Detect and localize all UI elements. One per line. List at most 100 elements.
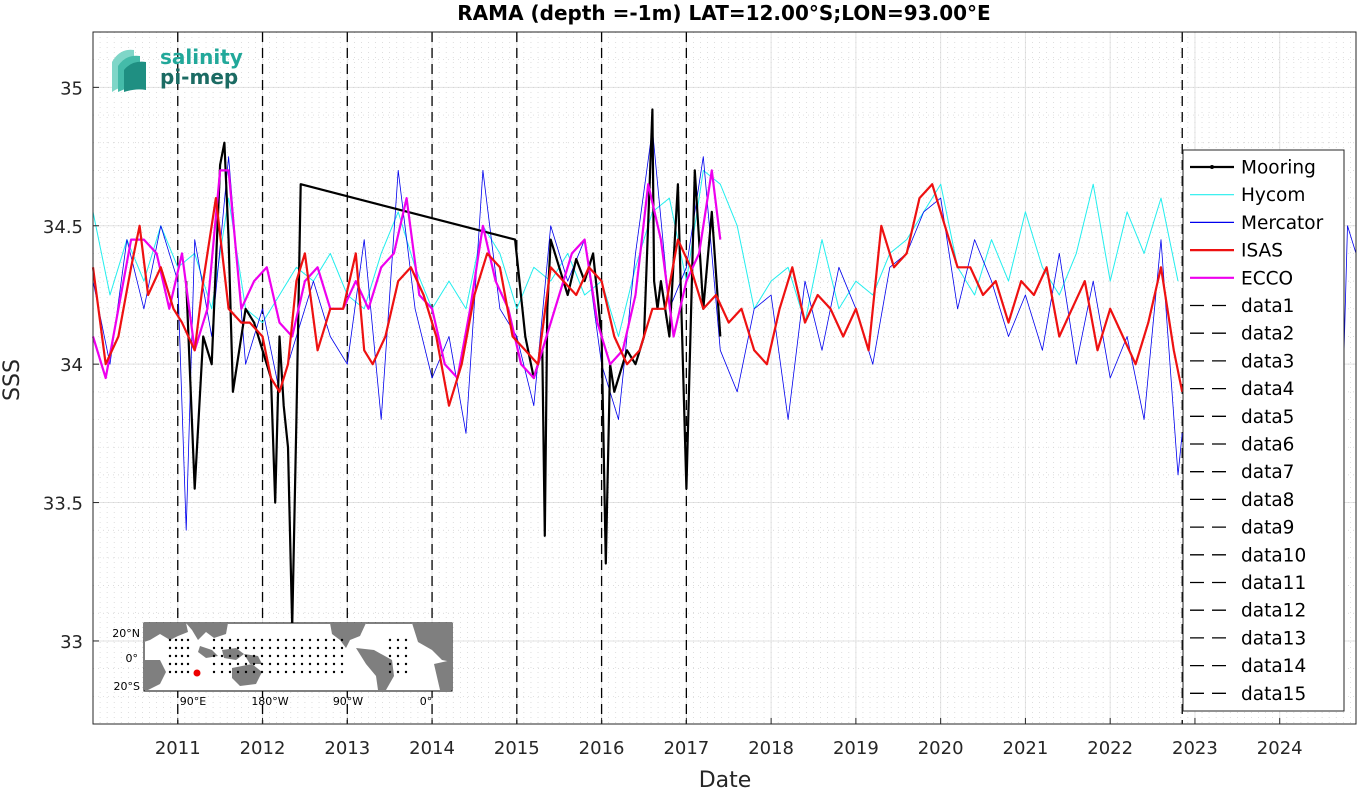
logo-waves-icon: [112, 49, 146, 92]
inset-mooring-dot: [404, 646, 408, 650]
inset-mooring-dot: [260, 646, 264, 650]
inset-mooring-dot: [332, 646, 336, 650]
inset-mooring-dot: [388, 646, 392, 650]
inset-mooring-dot: [236, 654, 240, 658]
inset-mooring-dot: [228, 670, 232, 674]
legend-label-data6: data6: [1241, 435, 1294, 456]
inset-mooring-dot: [236, 662, 240, 666]
inset-mooring-dot: [220, 662, 224, 666]
legend-marker-mooring: [1210, 165, 1214, 169]
inset-x-label-0: 0°: [420, 695, 433, 708]
inset-mooring-dot: [332, 662, 336, 666]
inset-mooring-dot: [396, 654, 400, 658]
inset-mooring-dot: [292, 638, 296, 642]
inset-mooring-dot: [404, 670, 408, 674]
inset-mooring-dot: [174, 670, 178, 674]
inset-mooring-dot: [252, 670, 256, 674]
inset-mooring-dot: [180, 646, 184, 650]
legend-label-data11: data11: [1241, 573, 1306, 594]
x-tick-label: 2015: [494, 738, 540, 759]
legend-label-isas: ISAS: [1241, 241, 1283, 262]
inset-mooring-dot: [300, 670, 304, 674]
legend-label-data1: data1: [1241, 296, 1294, 317]
inset-mooring-dot: [388, 654, 392, 658]
inset-mooring-dot: [174, 654, 178, 658]
legend-box: [1182, 149, 1345, 712]
inset-mooring-dot: [300, 654, 304, 658]
inset-mooring-dot: [396, 670, 400, 674]
inset-mooring-dot: [268, 662, 272, 666]
inset-mooring-dot: [284, 670, 288, 674]
x-tick-label: 2011: [155, 738, 201, 759]
y-tick-label: 33: [60, 632, 83, 653]
inset-mooring-dot: [252, 654, 256, 658]
inset-mooring-dots: [168, 638, 408, 674]
inset-mooring-dot: [236, 638, 240, 642]
inset-y-label-20n: 20°N: [112, 627, 140, 640]
inset-mooring-dot: [388, 670, 392, 674]
inset-mooring-dot: [332, 654, 336, 658]
inset-mooring-dot: [168, 646, 172, 650]
inset-mooring-dot: [174, 638, 178, 642]
inset-mooring-dot: [244, 662, 248, 666]
inset-x-label-90w: 90°W: [333, 695, 363, 708]
legend-label-data15: data15: [1241, 684, 1306, 705]
inset-mooring-dot: [236, 646, 240, 650]
inset-mooring-dot: [292, 654, 296, 658]
inset-x-label-180w: 180°W: [251, 695, 288, 708]
salinity-pi-mep-logo: salinity pi-mep: [112, 45, 243, 92]
inset-mooring-dot: [308, 662, 312, 666]
inset-mooring-dot: [284, 662, 288, 666]
inset-mooring-dot: [396, 646, 400, 650]
inset-mooring-dot: [276, 638, 280, 642]
x-tick-label: 2013: [324, 738, 370, 759]
inset-mooring-dot: [268, 638, 272, 642]
inset-mooring-dot: [168, 670, 172, 674]
inset-mooring-dot: [260, 654, 264, 658]
inset-mooring-dot: [180, 670, 184, 674]
inset-mooring-dot: [212, 662, 216, 666]
inset-y-label-0: 0°: [126, 652, 139, 665]
inset-mooring-dot: [276, 654, 280, 658]
inset-mooring-dot: [300, 662, 304, 666]
inset-mooring-dot: [186, 638, 190, 642]
inset-mooring-dot: [340, 638, 344, 642]
legend-label-data14: data14: [1241, 656, 1306, 677]
inset-mooring-dot: [180, 638, 184, 642]
inset-mooring-dot: [292, 662, 296, 666]
inset-mooring-dot: [260, 670, 264, 674]
inset-mooring-dot: [324, 670, 328, 674]
inset-mooring-dot: [174, 646, 178, 650]
inset-mooring-dot: [276, 646, 280, 650]
inset-mooring-dot: [316, 654, 320, 658]
x-tick-label: 2014: [409, 738, 455, 759]
inset-mooring-dot: [396, 638, 400, 642]
y-tick-label: 34: [60, 355, 83, 376]
legend-label-data13: data13: [1241, 628, 1306, 649]
inset-mooring-dot: [186, 646, 190, 650]
inset-mooring-dot: [404, 662, 408, 666]
series-line-isas: [91, 183, 1184, 407]
legend-label-data10: data10: [1241, 545, 1306, 566]
x-tick-label: 2019: [833, 738, 879, 759]
inset-mooring-dot: [220, 638, 224, 642]
inset-mooring-dot: [212, 654, 216, 658]
legend-label-data4: data4: [1241, 379, 1294, 400]
inset-mooring-dot: [186, 654, 190, 658]
inset-mooring-dot: [252, 646, 256, 650]
y-tick-label: 34.5: [43, 217, 83, 238]
inset-mooring-dot: [186, 670, 190, 674]
legend-label-data7: data7: [1241, 462, 1294, 483]
inset-mooring-dot: [168, 662, 172, 666]
y-tick-label: 35: [60, 78, 83, 99]
legend: Mooring Hycom Mercator ISAS ECCO data1 data2 da…: [1182, 149, 1345, 712]
legend-label-ecco: ECCO: [1241, 268, 1293, 289]
legend-label-data2: data2: [1241, 324, 1294, 345]
legend-label-hycom: Hycom: [1241, 185, 1305, 206]
legend-label-data8: data8: [1241, 490, 1294, 511]
inset-mooring-dot: [388, 638, 392, 642]
inset-mooring-dot: [404, 654, 408, 658]
inset-mooring-dot: [332, 670, 336, 674]
inset-mooring-dot: [212, 670, 216, 674]
